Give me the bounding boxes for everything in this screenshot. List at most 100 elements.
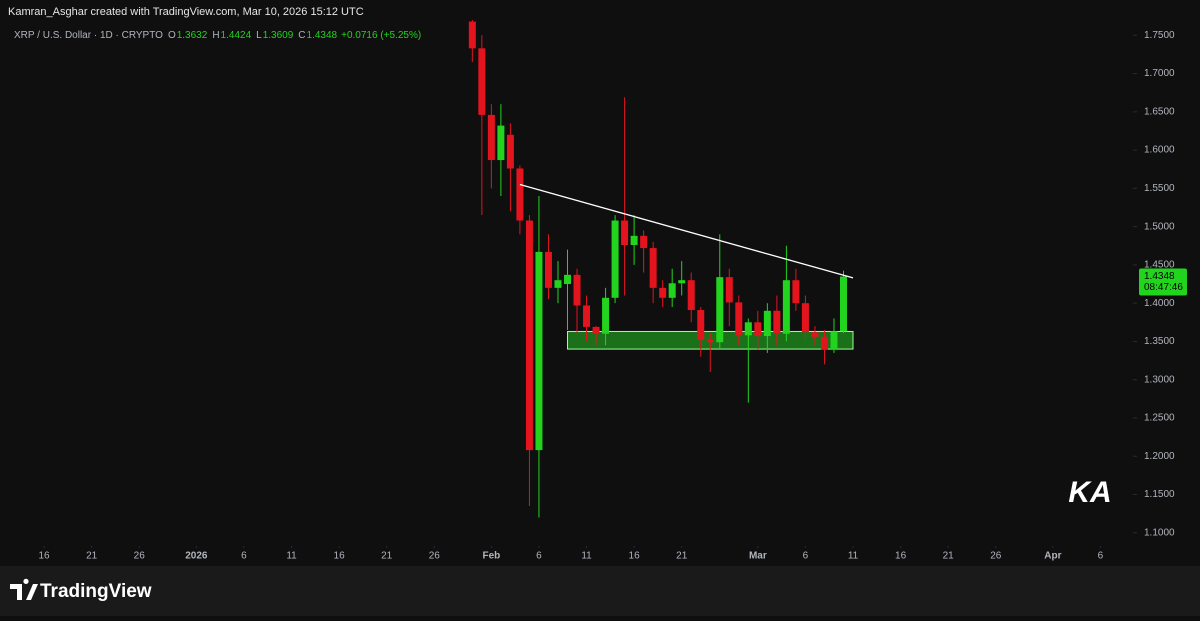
x-tick-label: 26 <box>990 551 1002 562</box>
brand-icon <box>10 578 38 600</box>
change: +0.0716 (+5.25%) <box>341 30 421 41</box>
x-tick-label: 16 <box>629 551 641 562</box>
x-tick-label: 11 <box>286 551 297 562</box>
countdown: 08:47:46 <box>1144 282 1183 293</box>
candle-body <box>792 280 800 304</box>
candle-body <box>763 310 771 337</box>
footer-bar <box>0 566 1200 616</box>
brand-name: TradingView <box>40 581 152 602</box>
x-tick-label: 21 <box>86 551 98 562</box>
x-tick-label: 6 <box>536 551 542 562</box>
candle-body <box>782 280 790 334</box>
x-tick-label: 2026 <box>185 551 208 562</box>
candle-body <box>744 322 752 336</box>
header: Kamran_Asghar created with TradingView.c… <box>8 6 364 18</box>
y-tick-label: 1.7500 <box>1144 30 1175 41</box>
candle-body <box>820 336 828 350</box>
candle-body <box>754 322 762 337</box>
ohlc-letter: O <box>168 30 176 41</box>
candle-body <box>525 220 533 451</box>
candle-body <box>516 168 524 221</box>
candle-body <box>811 332 819 337</box>
candle-body <box>544 251 552 288</box>
candle-body <box>621 220 629 245</box>
candle-body <box>506 134 514 169</box>
y-tick-label: 1.6500 <box>1144 106 1175 117</box>
candle-body <box>468 21 476 49</box>
candle-body <box>583 305 591 327</box>
trendline <box>519 183 854 279</box>
ohlc-letter: H <box>212 30 219 41</box>
candle-body <box>659 287 667 298</box>
candle-body <box>706 339 714 343</box>
y-tick-label: 1.5500 <box>1144 183 1175 194</box>
brand-logo: TradingView <box>10 578 152 602</box>
last-price: 1.4348 <box>1144 271 1175 282</box>
candle-body <box>830 331 838 350</box>
y-tick-label: 1.6000 <box>1144 145 1175 156</box>
candle-body <box>649 248 657 288</box>
candle-body <box>687 280 695 311</box>
ohlc-letter: C <box>298 30 305 41</box>
ohlc-value: 1.3609 <box>263 30 294 41</box>
x-tick-label: 6 <box>1098 551 1104 562</box>
y-tick-label: 1.4500 <box>1144 260 1175 271</box>
candle-body <box>668 283 676 298</box>
y-tick-label: 1.1000 <box>1144 527 1175 538</box>
y-tick-label: 1.2500 <box>1144 413 1175 424</box>
y-tick-label: 1.1500 <box>1144 489 1175 500</box>
candle-body <box>735 302 743 336</box>
x-tick-label: 26 <box>429 551 441 562</box>
candle-body <box>801 303 809 333</box>
x-tick-label: 16 <box>334 551 346 562</box>
legend: XRP / U.S. Dollar · 1D · CRYPTO O1.3632 H1… <box>14 30 421 41</box>
ohlc-value: 1.4348 <box>307 30 338 41</box>
x-tick-label: 6 <box>241 551 247 562</box>
y-tick-label: 1.3000 <box>1144 374 1175 385</box>
y-tick-label: 1.7000 <box>1144 68 1175 79</box>
x-tick-label: 11 <box>848 551 859 562</box>
plot-area <box>468 20 854 518</box>
candle-body <box>535 251 543 451</box>
candle-body <box>611 220 619 298</box>
candle-body <box>592 326 600 334</box>
ohlc-value: 1.4424 <box>221 30 252 41</box>
candle-body <box>564 274 571 285</box>
ohlc-value: 1.3632 <box>177 30 208 41</box>
candle-body <box>697 310 705 340</box>
candle-body <box>602 297 610 334</box>
candle-body <box>630 235 638 245</box>
candle-body <box>497 125 505 161</box>
watermark: KA <box>1068 476 1111 509</box>
y-tick-label: 1.3500 <box>1144 336 1175 347</box>
candle-body <box>478 48 486 115</box>
symbol: XRP / U.S. Dollar · 1D · CRYPTO <box>14 30 163 41</box>
x-tick-label: 11 <box>581 551 592 562</box>
last-price-box <box>1139 268 1187 296</box>
x-tick-label: Apr <box>1044 551 1061 562</box>
x-tick-label: Mar <box>749 551 767 562</box>
candle-body <box>839 276 847 332</box>
x-tick-label: 21 <box>943 551 955 562</box>
x-tick-label: 16 <box>39 551 51 562</box>
y-tick-label: 1.4000 <box>1144 298 1175 309</box>
ohlc-letter: L <box>256 30 262 41</box>
candle-body <box>773 310 781 334</box>
x-tick-label: 26 <box>134 551 146 562</box>
candle-body <box>725 277 733 303</box>
candle-body <box>678 280 686 284</box>
x-tick-label: Feb <box>482 551 500 562</box>
y-tick-label: 1.2000 <box>1144 451 1175 462</box>
candle-body <box>573 274 581 306</box>
candle-body <box>716 277 724 343</box>
x-tick-label: 6 <box>803 551 809 562</box>
candle-body <box>554 280 562 288</box>
y-tick-label: 1.5000 <box>1144 221 1175 232</box>
candle-body <box>640 235 648 249</box>
x-tick-label: 21 <box>676 551 688 562</box>
candle-body <box>487 114 495 161</box>
x-tick-label: 16 <box>895 551 907 562</box>
x-tick-label: 21 <box>381 551 393 562</box>
